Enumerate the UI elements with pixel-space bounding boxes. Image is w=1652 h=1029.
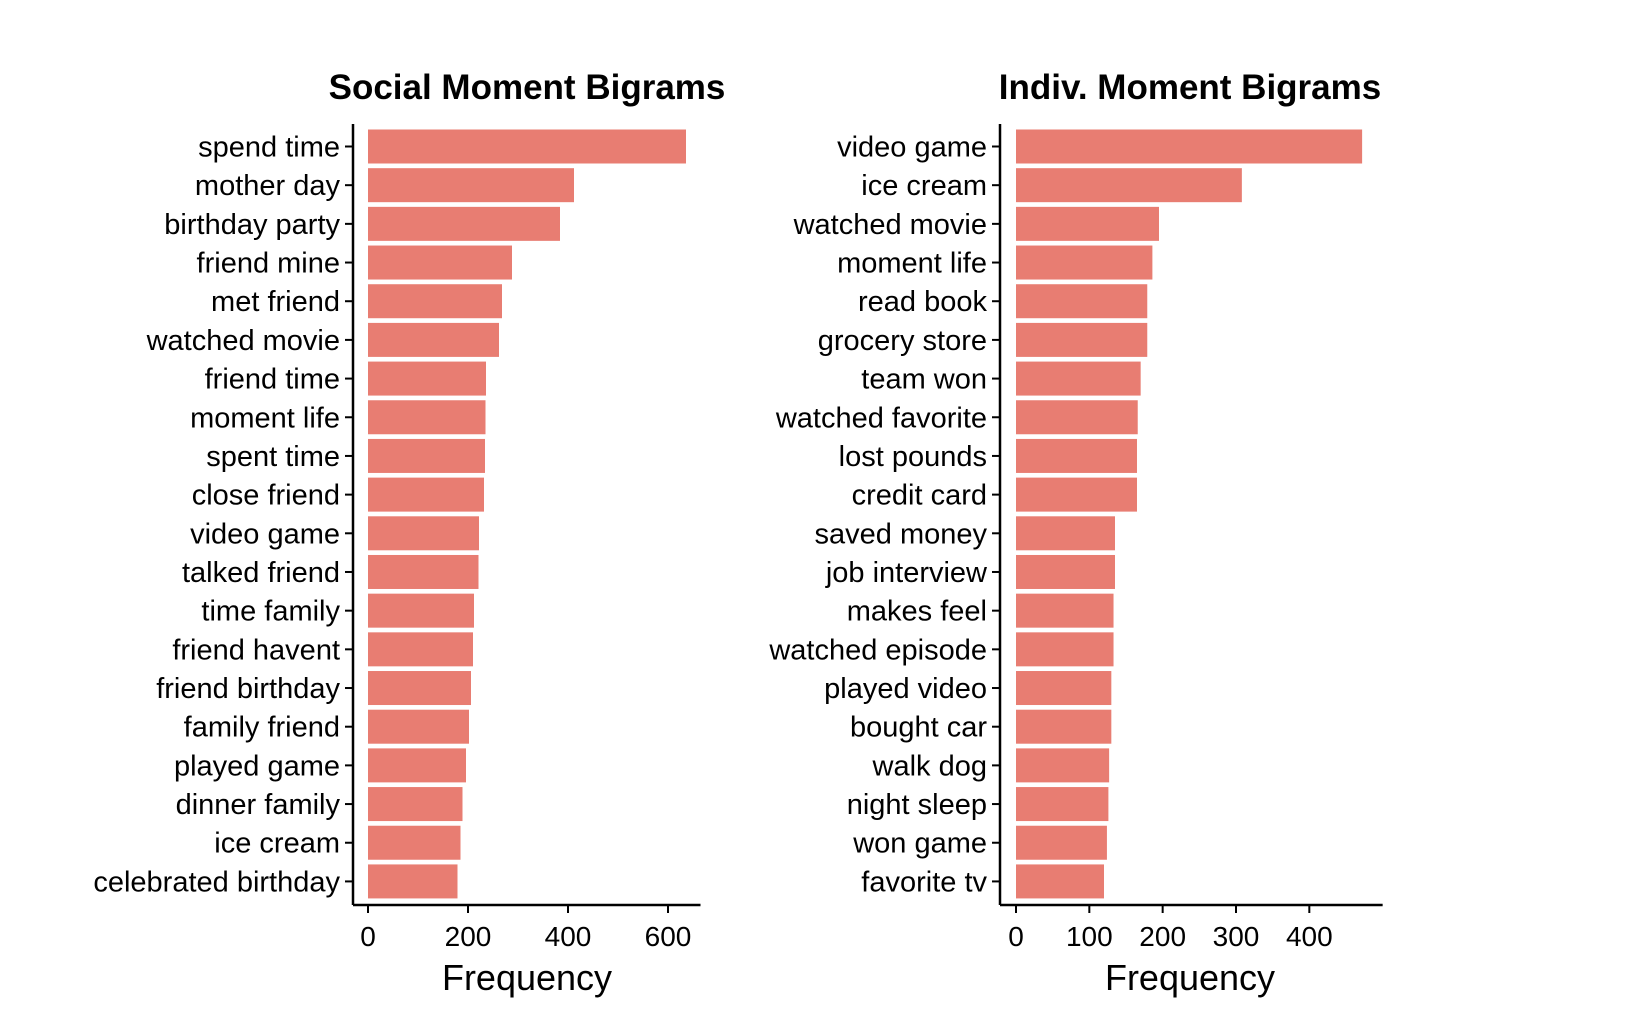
social-category-label: talked friend [182,557,340,589]
social-bar [368,361,486,396]
social-category-label: celebrated birthday [93,866,340,898]
social-category-label: friend havent [172,634,340,666]
indiv-category-label: video game [837,132,987,164]
indiv-category-label: night sleep [847,789,987,821]
social-category-label: played game [174,750,340,782]
indiv-bar [1016,168,1242,203]
social-category-label: close friend [192,480,340,512]
social-category-label: birthday party [164,209,340,241]
social-bar [368,284,502,319]
indiv-category-label: makes feel [847,596,987,628]
indiv-bar [1016,129,1363,164]
indiv-bigrams-title: Indiv. Moment Bigrams [999,68,1381,107]
indiv-category-label: favorite tv [861,866,987,898]
indiv-bar [1016,632,1114,667]
indiv-category-label: grocery store [818,325,987,357]
indiv-x-tick-label: 400 [1286,921,1333,952]
indiv-bar [1016,477,1137,512]
indiv-bar [1016,671,1112,706]
indiv-x-tick-label: 0 [1008,921,1024,952]
social-bigrams-title: Social Moment Bigrams [329,68,726,107]
indiv-category-label: walk dog [872,750,987,782]
social-x-tick-label: 600 [645,921,692,952]
indiv-bar [1016,206,1159,241]
social-bar [368,168,574,203]
indiv-bar [1016,554,1115,589]
indiv-bar [1016,864,1104,899]
indiv-category-label: watched episode [768,634,987,666]
social-category-label: watched movie [146,325,340,357]
indiv-x-tick-label: 200 [1139,921,1186,952]
social-x-tick-label: 400 [545,921,592,952]
indiv-category-label: job interview [825,557,988,589]
social-bar [368,748,466,783]
social-bar [368,516,479,551]
social-bar [368,864,458,899]
social-bigrams-x-axis-title: Frequency [442,957,612,998]
indiv-bar [1016,709,1112,744]
indiv-bar [1016,593,1114,628]
indiv-bar [1016,245,1153,280]
indiv-bigrams-panel: Indiv. Moment Bigrams Frequency video ga… [768,68,1383,998]
indiv-category-label: credit card [852,480,987,512]
social-category-label: spend time [198,132,340,164]
social-bar [368,787,463,822]
indiv-category-label: lost pounds [839,441,987,473]
social-bar [368,709,469,744]
social-x-tick-label: 0 [360,921,376,952]
social-category-label: video game [190,518,340,550]
indiv-category-label: won game [852,828,987,860]
social-category-label: ice cream [214,828,340,860]
indiv-category-label: read book [858,286,987,318]
social-category-label: friend time [205,364,340,396]
social-category-label: family friend [184,712,340,744]
social-x-tick-label: 200 [445,921,492,952]
indiv-x-tick-label: 300 [1213,921,1260,952]
social-bar [368,593,474,628]
indiv-category-label: watched movie [793,209,987,241]
social-bar [368,438,485,473]
social-bar [368,129,686,164]
indiv-category-label: moment life [837,248,987,280]
social-bar [368,825,461,860]
social-bar [368,245,512,280]
social-category-label: friend birthday [156,673,340,705]
social-bigrams-panel: Social Moment Bigrams Frequency spend ti… [93,68,725,998]
indiv-category-label: saved money [815,518,988,550]
indiv-bar [1016,825,1107,860]
social-bar [368,322,499,357]
social-bar [368,671,471,706]
social-category-label: moment life [190,402,340,434]
social-bar [368,632,473,667]
social-category-label: spent time [206,441,340,473]
indiv-category-label: team won [861,364,987,396]
indiv-bigrams-x-axis-title: Frequency [1105,957,1275,998]
social-category-label: friend mine [197,248,340,280]
social-bar [368,206,560,241]
indiv-bar [1016,322,1148,357]
indiv-category-label: bought car [850,712,987,744]
social-category-label: mother day [195,170,341,202]
indiv-category-label: watched favorite [775,402,987,434]
indiv-bar [1016,516,1115,551]
social-bar [368,477,484,512]
social-category-label: dinner family [176,789,341,821]
indiv-bar [1016,400,1138,435]
indiv-bar [1016,284,1148,319]
indiv-bar [1016,787,1109,822]
social-category-label: met friend [211,286,340,318]
social-bar [368,554,479,589]
indiv-category-label: ice cream [861,170,987,202]
indiv-bar [1016,438,1137,473]
indiv-bar [1016,361,1141,396]
social-category-label: time family [201,596,340,628]
indiv-category-label: played video [824,673,987,705]
indiv-x-tick-label: 100 [1066,921,1113,952]
indiv-bar [1016,748,1110,783]
social-bar [368,400,486,435]
